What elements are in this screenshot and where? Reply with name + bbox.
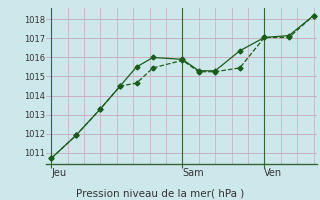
Text: Pression niveau de la mer( hPa ): Pression niveau de la mer( hPa ) bbox=[76, 188, 244, 198]
